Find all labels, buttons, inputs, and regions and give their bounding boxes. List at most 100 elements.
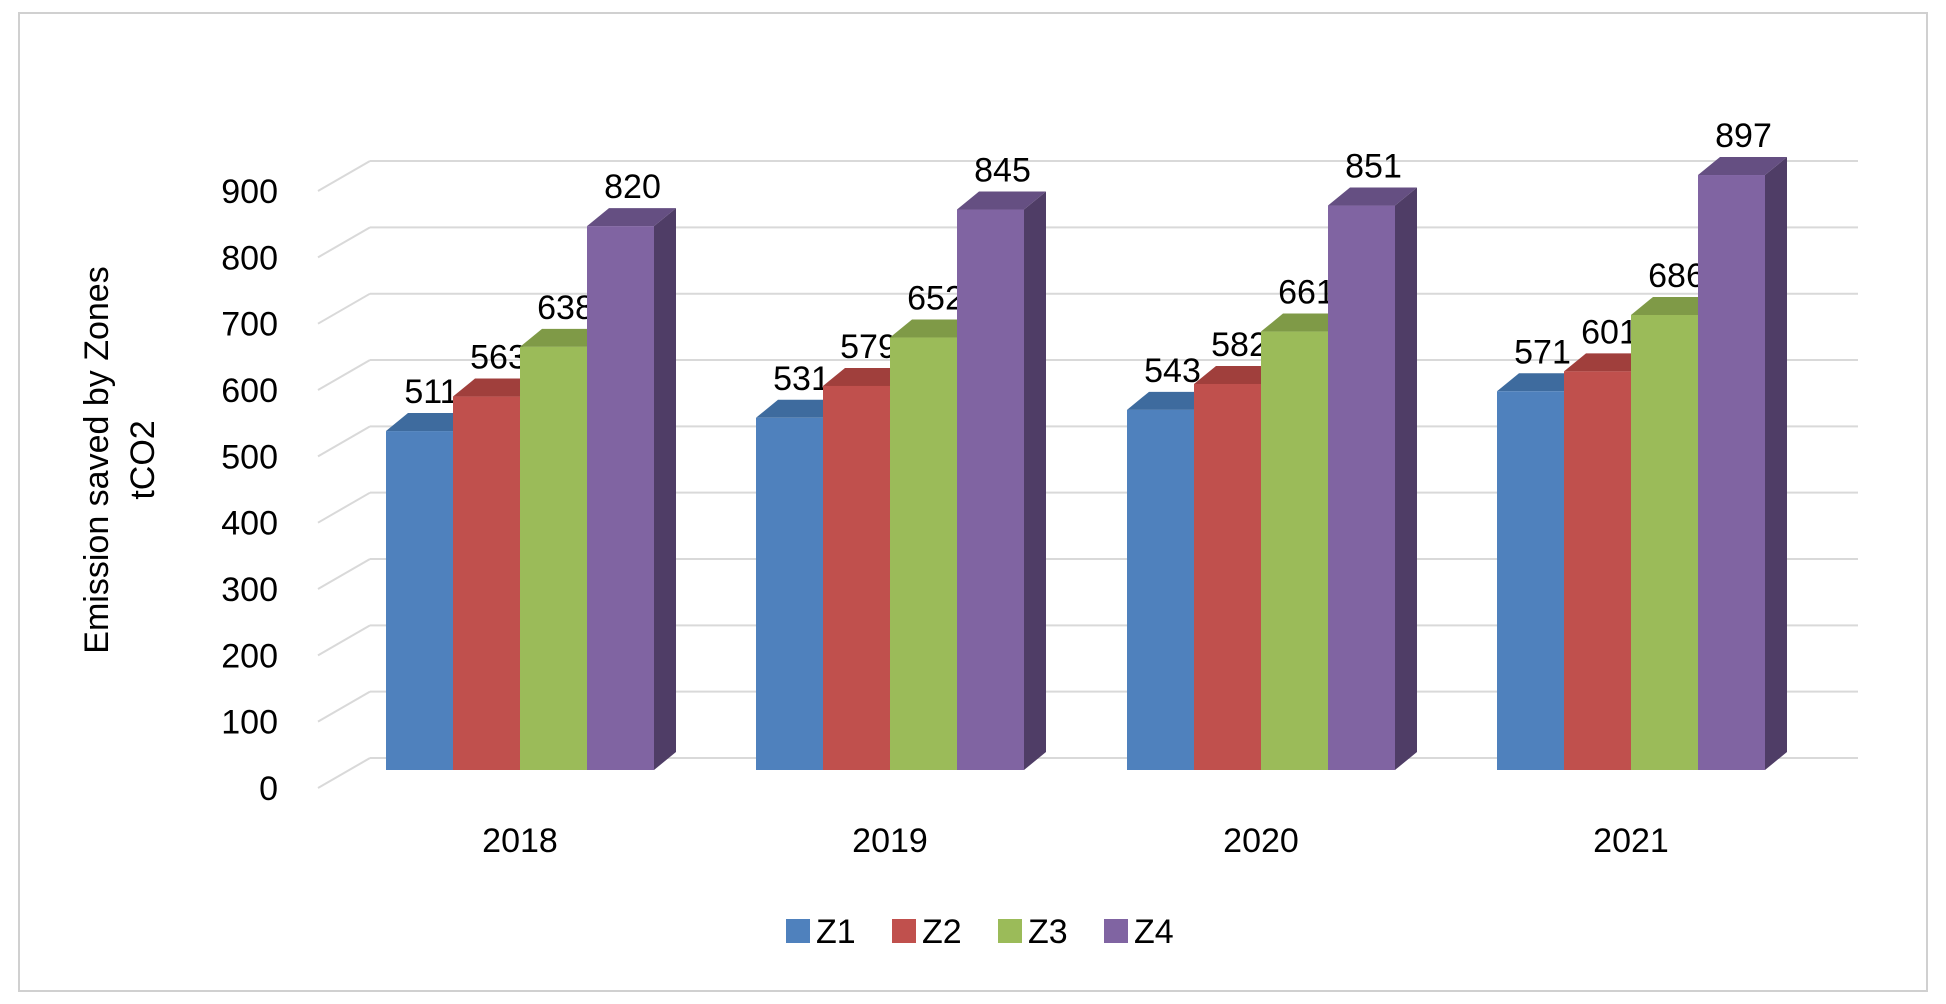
y-tick-label: 900 [221, 173, 278, 211]
bar-z1-2021-front [1497, 391, 1564, 770]
y-axis-title: Emission saved by Zones tCO2 [78, 266, 162, 653]
bar-z3-2021-front [1631, 314, 1698, 770]
bar-z1-2018-front [386, 431, 453, 770]
data-label-z2-2019: 579 [840, 328, 897, 366]
bar-z3-2018-top [520, 328, 609, 347]
bar-z4-2018-side [654, 208, 676, 770]
bar-z1-2019-top [756, 399, 845, 418]
bar-z1-2020-top [1127, 391, 1216, 410]
legend-swatch-z1 [786, 919, 810, 943]
bars: 511 563 638 820 531 579 652 845 543 582 661 851 571 6… [386, 117, 1787, 771]
bar-z4-2020-front [1328, 205, 1395, 771]
data-label-z1-2019: 531 [773, 360, 830, 398]
bar-z2-2021-top [1564, 353, 1653, 372]
x-category-label: 2020 [1223, 822, 1299, 860]
y-tick-label: 700 [221, 306, 278, 344]
legend-label-z4: Z4 [1134, 913, 1174, 951]
bar-z3-2020-top [1261, 313, 1350, 332]
gridline-diagonal-400 [317, 491, 371, 524]
gridline-diagonal-900 [317, 160, 371, 192]
bar-z4-2021-top [1698, 157, 1787, 176]
gridline-diagonal-600 [317, 359, 371, 391]
bar-z2-2019-front [823, 385, 890, 770]
gridline-diagonal-100 [317, 690, 371, 723]
legend-item-z3: Z3 [998, 913, 1068, 951]
bar-z3-2019-top [890, 319, 979, 338]
data-label-z1-2020: 543 [1144, 352, 1201, 390]
data-label-z4-2018: 820 [604, 168, 661, 206]
bar-z4-2018-front [587, 226, 654, 770]
bar-z4-2019 [957, 191, 1046, 771]
y-tick-label: 400 [221, 505, 278, 543]
bar-z1-2019-front [756, 417, 823, 770]
bar-z2-2020-top [1194, 365, 1283, 384]
y-tick-label: 100 [221, 704, 278, 742]
data-label-z3-2019: 652 [907, 280, 964, 318]
data-label-z2-2020: 582 [1211, 326, 1268, 364]
x-category-label: 2018 [482, 822, 558, 860]
bar-z3-2021-top [1631, 296, 1720, 315]
data-label-z3-2021: 686 [1648, 257, 1705, 295]
data-label-z3-2018: 638 [537, 289, 594, 327]
data-label-z4-2021: 897 [1715, 117, 1772, 155]
legend-label-z2: Z2 [922, 913, 962, 951]
bar-z1-2021-top [1497, 373, 1586, 392]
legend-swatch-z2 [892, 919, 916, 943]
y-tick-label: 200 [221, 637, 278, 675]
bar-z3-2020-front [1261, 331, 1328, 770]
bar-z4-2021 [1698, 157, 1787, 770]
y-tick-label: 0 [259, 770, 278, 808]
bar-z4-2018-top [587, 208, 676, 227]
bar-z1-2020-front [1127, 409, 1194, 770]
y-axis-title-line1: Emission saved by Zones [78, 266, 116, 653]
bar-z2-2019-top [823, 367, 912, 386]
gridline-diagonal-0 [317, 757, 371, 789]
gridline-diagonal-700 [317, 292, 371, 325]
gridline-diagonal-300 [317, 558, 371, 590]
bar-z4-2019-front [957, 209, 1024, 771]
legend-item-z2: Z2 [892, 913, 962, 951]
x-category-label: 2019 [852, 822, 928, 860]
data-label-z2-2021: 601 [1581, 313, 1638, 351]
bar-z3-2018-front [520, 346, 587, 770]
bar-z4-2020 [1328, 187, 1417, 771]
data-label-z4-2019: 845 [974, 152, 1031, 190]
gridline-diagonal-800 [317, 226, 371, 259]
bar-z2-2018-front [453, 396, 520, 770]
bar-z2-2018-top [453, 378, 542, 397]
x-category-label: 2021 [1593, 822, 1669, 860]
bar-z4-2020-side [1395, 187, 1417, 771]
bar-z1-2018-top [386, 413, 475, 432]
legend-item-z1: Z1 [786, 913, 856, 951]
gridline-diagonal-200 [317, 624, 371, 657]
legend-swatch-z4 [1104, 919, 1128, 943]
bar-z4-2020-top [1328, 187, 1417, 206]
data-label-z2-2018: 563 [470, 339, 527, 377]
data-label-z3-2020: 661 [1278, 274, 1335, 312]
bar-z4-2018 [587, 208, 676, 770]
y-tick-label: 800 [221, 239, 278, 277]
bar-z4-2021-side [1765, 157, 1787, 770]
data-label-z4-2020: 851 [1345, 148, 1402, 186]
bar-z2-2021-front [1564, 371, 1631, 770]
data-label-z1-2018: 511 [404, 373, 458, 411]
legend-swatch-z3 [998, 919, 1022, 943]
y-tick-label: 300 [221, 571, 278, 609]
bar-z3-2019-front [890, 337, 957, 770]
x-axis-categories: 2018 2019 2020 2021 [482, 822, 1669, 860]
y-tick-label: 600 [221, 372, 278, 410]
legend-item-z4: Z4 [1104, 913, 1174, 951]
y-axis-ticks: 0 100 200 300 400 500 600 700 800 900 [221, 173, 278, 808]
bar-z4-2021-front [1698, 175, 1765, 770]
y-tick-label: 500 [221, 438, 278, 476]
legend-label-z1: Z1 [816, 913, 856, 951]
data-label-z1-2021: 571 [1514, 333, 1571, 371]
bar-z4-2019-top [957, 191, 1046, 210]
legend-label-z3: Z3 [1028, 913, 1068, 951]
bar-z4-2019-side [1024, 191, 1046, 771]
bar-z2-2020-front [1194, 383, 1261, 770]
y-axis-title-line2: tCO2 [124, 420, 162, 499]
legend: Z1 Z2 Z3 Z4 [786, 913, 1174, 951]
gridline-diagonal-500 [317, 425, 371, 458]
